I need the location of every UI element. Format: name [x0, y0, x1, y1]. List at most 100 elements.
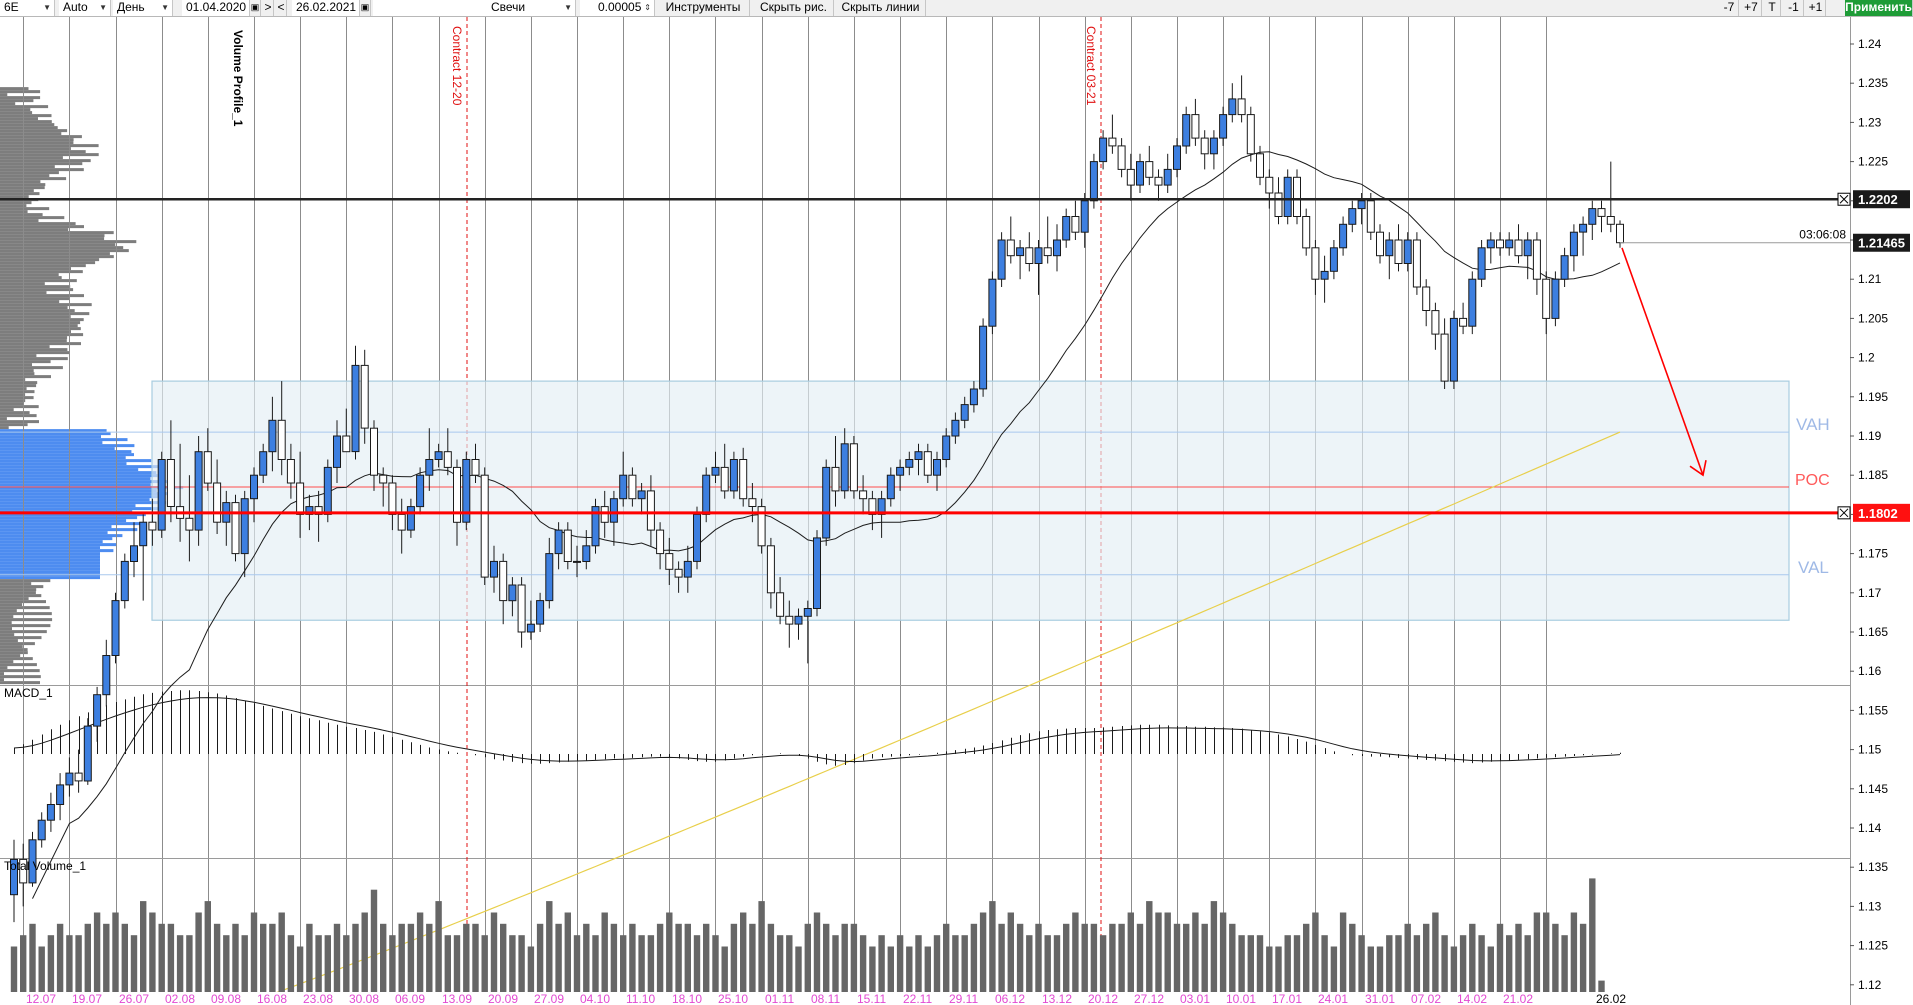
candle: [591, 498, 600, 554]
date-axis-bg: [0, 992, 1850, 1005]
date-tick-label: 29.11: [949, 992, 978, 1005]
profile-bin: [0, 387, 27, 391]
date-from-input[interactable]: 01.04.2020: [182, 0, 250, 16]
symbol-select[interactable]: 6E ▼: [0, 0, 55, 16]
chart-type-select[interactable]: Свечи ▼: [373, 0, 576, 16]
candle: [434, 443, 443, 468]
candle: [960, 396, 969, 429]
nav-back-button[interactable]: <: [276, 0, 287, 16]
date-tick-label: 24.01: [1318, 992, 1348, 1005]
date-to-input[interactable]: 26.02.2021: [292, 0, 360, 16]
volume-bar: [361, 912, 368, 992]
candle-body: [1080, 200, 1089, 233]
shift-minus1-button[interactable]: -1: [1784, 0, 1804, 16]
candle-body: [1136, 161, 1144, 186]
volume-bar: [915, 935, 922, 992]
volume-bar: [1284, 935, 1291, 992]
volume-bar: [1423, 923, 1430, 992]
volume-bar: [1515, 923, 1522, 992]
candle: [813, 530, 821, 617]
volume-bar: [481, 935, 488, 992]
date-to-calendar-button[interactable]: calendar-icon▣: [360, 0, 371, 16]
hide-lines-button[interactable]: Скрыть линии: [836, 0, 926, 16]
candle-body: [822, 466, 831, 539]
price-tick-label: 1.225: [1858, 155, 1888, 169]
shift-plus1-button[interactable]: +1: [1806, 0, 1826, 16]
shift-minus7-button[interactable]: -7: [1720, 0, 1739, 16]
moving-averages: [32, 151, 1621, 1002]
price-chart[interactable]: Contract 12-20 Contract 03-21 03:06:08 1.…: [0, 17, 1913, 1005]
candle-body: [425, 459, 434, 476]
date-from-calendar-button[interactable]: calendar-icon▣: [250, 0, 261, 16]
chart-type-value: Свечи: [491, 0, 526, 14]
candle-body: [1357, 200, 1366, 210]
volume-bar: [324, 935, 331, 992]
candle: [462, 451, 471, 531]
profile-bin: [0, 513, 146, 517]
candle-body: [1163, 168, 1172, 186]
candle-body: [1459, 317, 1468, 327]
candle-body: [1385, 239, 1394, 257]
volume-bar: [804, 923, 811, 992]
hide-drawings-button[interactable]: Скрыть рис.: [754, 0, 834, 16]
candle: [157, 451, 166, 538]
profile-bin: [0, 450, 132, 454]
candle-body: [305, 506, 314, 515]
candle-body: [637, 490, 646, 500]
date-tick-label: 13.12: [1042, 992, 1072, 1005]
timeframe-select[interactable]: День ▼: [113, 0, 173, 16]
profile-bin: [0, 483, 151, 487]
apply-button[interactable]: Применить: [1845, 0, 1913, 16]
price-levels: 03:06:08: [0, 192, 1851, 520]
candle: [19, 843, 28, 907]
profile-bin: [0, 516, 138, 520]
candle: [102, 639, 111, 707]
volume-bar: [666, 912, 673, 992]
volume-bar: [1469, 923, 1476, 992]
profile-bin: [0, 477, 151, 481]
candle: [776, 577, 785, 625]
instruments-button[interactable]: Инструменты: [657, 0, 750, 16]
volume-bar: [1506, 935, 1513, 992]
candle: [748, 483, 757, 523]
volume-bar: [75, 935, 82, 992]
candle: [665, 537, 674, 585]
candle-body: [1274, 192, 1283, 217]
today-button[interactable]: T: [1764, 0, 1781, 16]
candle: [785, 600, 794, 648]
candle: [683, 545, 692, 593]
nav-forward-button[interactable]: >: [263, 0, 274, 16]
shift-plus7-button[interactable]: +7: [1741, 0, 1762, 16]
candle: [1560, 247, 1569, 287]
candle: [425, 428, 434, 491]
volume-bar: [1441, 935, 1448, 992]
candle: [766, 537, 775, 609]
scale-mode-select[interactable]: Auto ▼: [59, 0, 111, 16]
candle-body: [1597, 208, 1606, 217]
volume-bar: [1321, 935, 1328, 992]
candle-body: [1403, 239, 1412, 264]
timeframe-value: День: [117, 0, 145, 14]
date-tick-label: 19.07: [72, 992, 102, 1005]
candle: [711, 451, 720, 483]
candle-body: [453, 466, 461, 523]
candle-body: [1209, 137, 1218, 155]
candle-body: [314, 506, 323, 515]
date-tick-label: 20.12: [1088, 992, 1118, 1005]
profile-bin: [0, 171, 59, 175]
price-tick-label: 1.19: [1858, 429, 1882, 443]
profile-bin: [0, 135, 82, 139]
projection-arrow[interactable]: [1621, 247, 1704, 476]
profile-bin: [0, 648, 28, 652]
candle: [166, 420, 175, 523]
volume-bar: [786, 935, 793, 992]
profile-bin: [0, 270, 83, 274]
candle-body: [323, 466, 332, 515]
candle-body: [683, 560, 692, 578]
candle: [1449, 310, 1458, 389]
tick-size-input[interactable]: 0.00005 ⇕: [580, 0, 655, 16]
candle: [859, 475, 868, 515]
price-tick-label: 1.175: [1858, 547, 1888, 561]
profile-bin: [0, 597, 29, 601]
volume-bar: [1109, 923, 1116, 992]
